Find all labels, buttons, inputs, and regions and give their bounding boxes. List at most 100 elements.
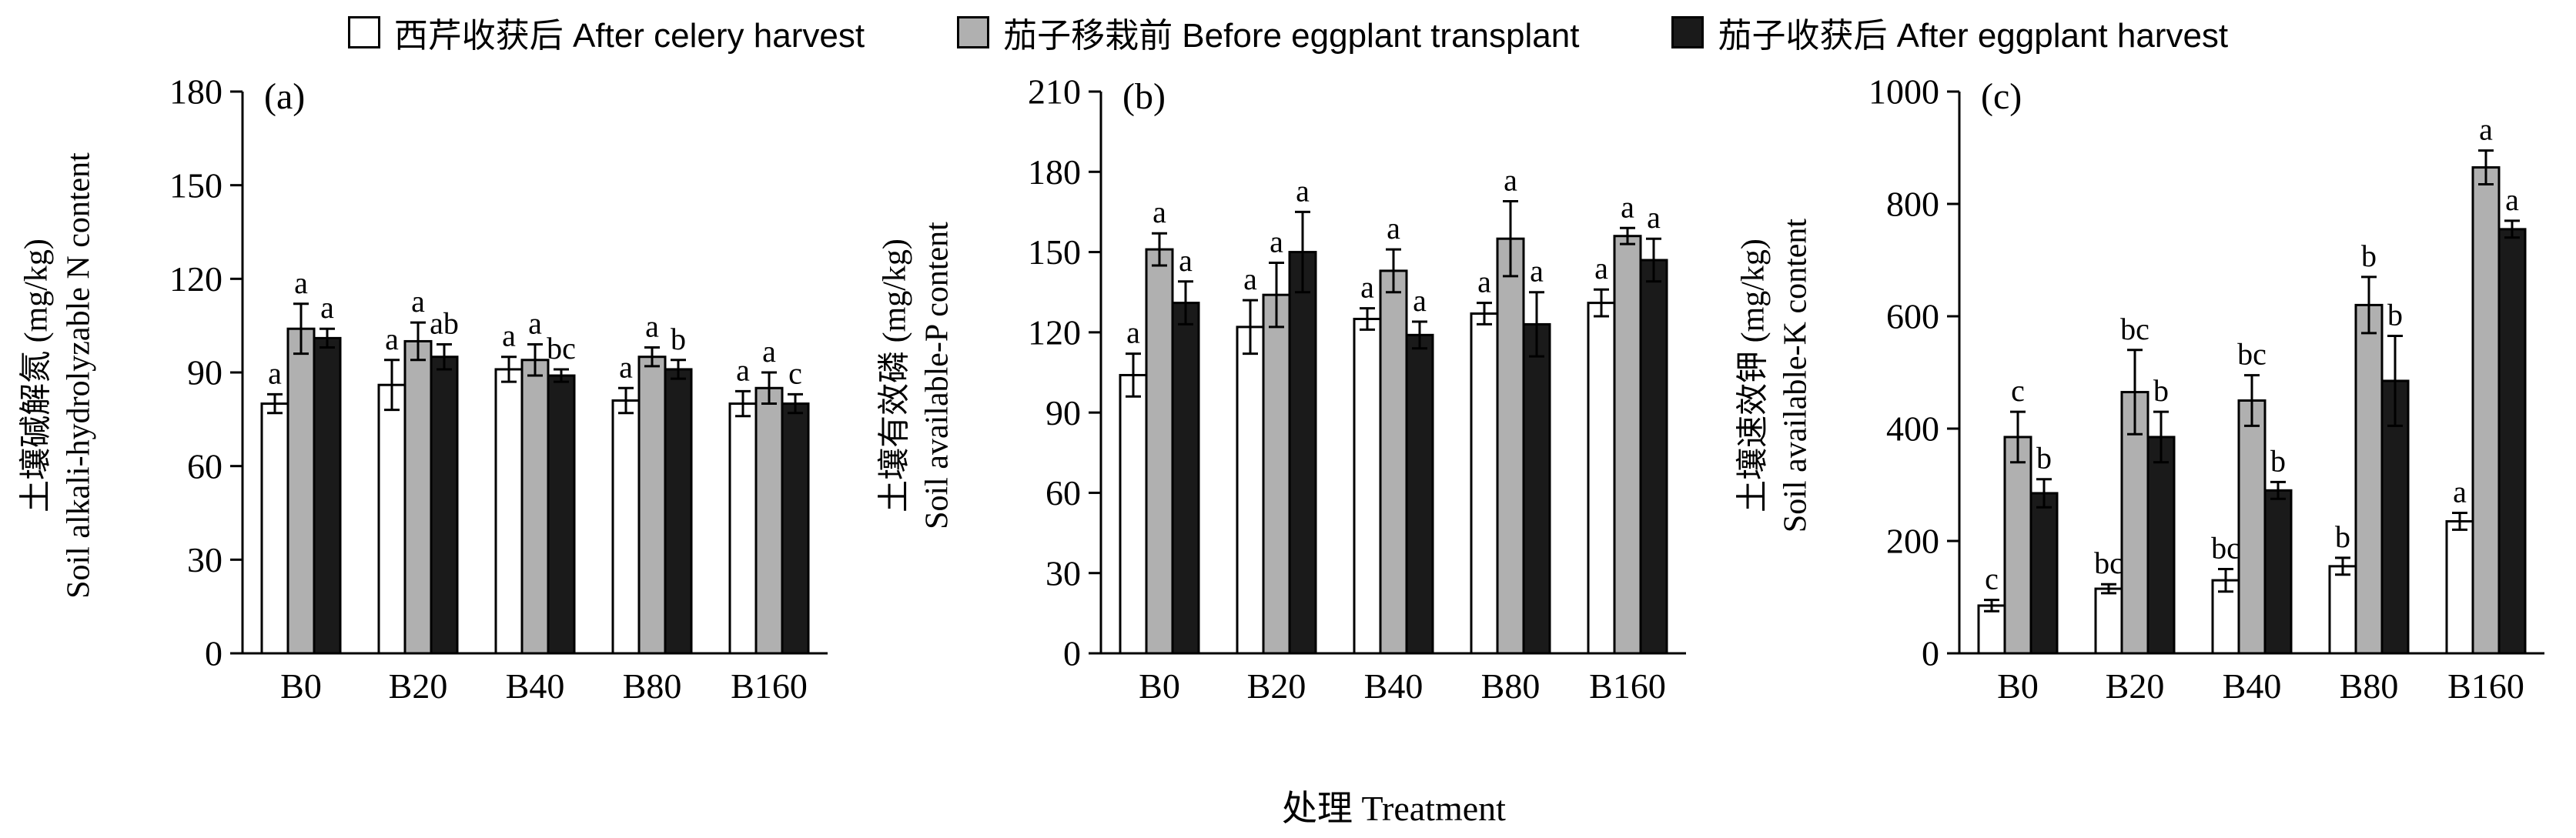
bar — [2497, 228, 2527, 655]
significance-letter: a — [619, 349, 633, 384]
legend-label: 茄子收获后 After eggplant harvest — [1718, 17, 2229, 55]
significance-letter: a — [1270, 224, 1283, 259]
x-category-label: B80 — [1481, 666, 1541, 706]
bar — [1470, 312, 1499, 655]
significance-letter: c — [2011, 373, 2025, 408]
bar — [1171, 302, 1200, 655]
legend-item-after-celery: 西芹收获后 After celery harvest — [347, 8, 865, 57]
panel-letter: (c) — [1981, 76, 2022, 117]
y-tick-label: 120 — [169, 259, 222, 299]
bar — [1496, 237, 1525, 655]
gray-bar-swatch-icon — [957, 16, 990, 48]
bar — [611, 399, 641, 655]
legend-label: 西芹收获后 After celery harvest — [393, 17, 865, 55]
bar — [2328, 565, 2357, 655]
significance-letter: a — [1243, 262, 1257, 296]
significance-letter: a — [2505, 182, 2519, 217]
y-tick-label: 90 — [187, 353, 222, 392]
significance-letter: a — [2453, 475, 2467, 509]
significance-letter: a — [1621, 189, 1634, 224]
x-category-label: B160 — [1589, 666, 1666, 706]
significance-letter: a — [645, 309, 659, 344]
bar — [286, 327, 316, 655]
y-tick-label: 90 — [1045, 393, 1081, 432]
significance-letter: a — [1647, 200, 1661, 235]
y-tick-label: 60 — [187, 446, 222, 486]
bar — [313, 336, 342, 655]
significance-letter: bc — [2094, 546, 2123, 580]
y-tick-label: 120 — [1028, 312, 1081, 352]
significance-letter: a — [1530, 254, 1544, 289]
panel-c: 土壤速效钾 (mg/kg) Soil available-K content 0… — [1717, 57, 2575, 780]
black-bar-swatch-icon — [1671, 16, 1705, 48]
bar — [2471, 166, 2501, 655]
significance-letter: b — [2036, 441, 2052, 476]
significance-letter: a — [268, 356, 282, 390]
legend-item-before-eggplant: 茄子移栽前 Before eggplant transplant — [957, 8, 1579, 57]
significance-letter: a — [1360, 270, 1374, 305]
significance-letter: a — [385, 322, 399, 356]
panel-a-y-axis-label: 土壤碱解氮 (mg/kg) Soil alkali-hydrolyzable N… — [0, 57, 115, 780]
y-tick-label: 200 — [1886, 522, 1939, 561]
panel-b-y-axis-label: 土壤有效磷 (mg/kg) Soil available-P content — [858, 57, 974, 780]
x-axis-title-row: 处理 Treatment — [0, 780, 2576, 838]
significance-letter: b — [2270, 443, 2286, 478]
significance-letter: a — [411, 284, 425, 319]
significance-letter: a — [1413, 283, 1427, 318]
bar — [1288, 251, 1317, 655]
significance-letter: b — [671, 322, 686, 356]
y-tick-label: 800 — [1886, 185, 1939, 224]
bar — [2354, 303, 2384, 655]
bar — [1353, 317, 1382, 655]
panel-letter: (b) — [1122, 76, 1166, 117]
y-axis-label-cn: 土壤速效钾 (mg/kg) — [1735, 238, 1771, 512]
y-tick-label: 180 — [1028, 152, 1081, 192]
y-axis-label-en: Soil available-P content — [919, 221, 955, 529]
x-category-label: B20 — [389, 666, 448, 706]
significance-letter: a — [1296, 173, 1310, 208]
panel-b: 土壤有效磷 (mg/kg) Soil available-P content 0… — [858, 57, 1717, 780]
bar — [1587, 302, 1616, 655]
bar — [1262, 293, 1291, 655]
y-tick-label: 180 — [169, 72, 222, 112]
significance-letter: a — [294, 265, 308, 300]
bar — [1405, 333, 1434, 655]
y-tick-label: 0 — [205, 634, 222, 673]
y-tick-label: 150 — [1028, 232, 1081, 272]
significance-letter: a — [528, 306, 542, 341]
y-tick-label: 1000 — [1868, 72, 1939, 112]
legend-label: 茄子移栽前 Before eggplant transplant — [1003, 17, 1580, 55]
significance-letter: a — [1179, 243, 1193, 278]
panel-letter: (a) — [264, 76, 305, 117]
legend-item-after-eggplant: 茄子收获后 After eggplant harvest — [1671, 8, 2228, 57]
significance-letter: c — [788, 356, 802, 390]
significance-letter: a — [1504, 163, 1517, 198]
bar — [2237, 399, 2267, 655]
bar — [2094, 587, 2123, 655]
bar — [520, 359, 550, 655]
significance-letter: a — [736, 352, 750, 387]
y-axis-label-en: Soil available-K content — [1778, 218, 1813, 533]
bar — [754, 386, 784, 655]
x-category-label: B80 — [623, 666, 682, 706]
bar — [2003, 436, 2032, 655]
x-category-label: B80 — [2340, 666, 2399, 706]
significance-letter: b — [2387, 298, 2403, 332]
significance-letter: a — [1153, 195, 1166, 229]
y-tick-label: 150 — [169, 165, 222, 205]
bar — [260, 402, 289, 655]
bar — [1236, 326, 1265, 655]
significance-letter: b — [2153, 373, 2169, 408]
x-category-label: B0 — [280, 666, 322, 706]
significance-letter: c — [1985, 562, 1999, 596]
x-category-label: B20 — [2106, 666, 2165, 706]
bar — [1977, 604, 2006, 655]
bar — [781, 402, 810, 655]
y-tick-label: 30 — [1045, 553, 1081, 593]
bar — [2029, 492, 2059, 655]
y-tick-label: 210 — [1028, 72, 1081, 112]
bar — [547, 374, 576, 655]
significance-letter: a — [1387, 211, 1400, 245]
bar — [637, 356, 667, 655]
